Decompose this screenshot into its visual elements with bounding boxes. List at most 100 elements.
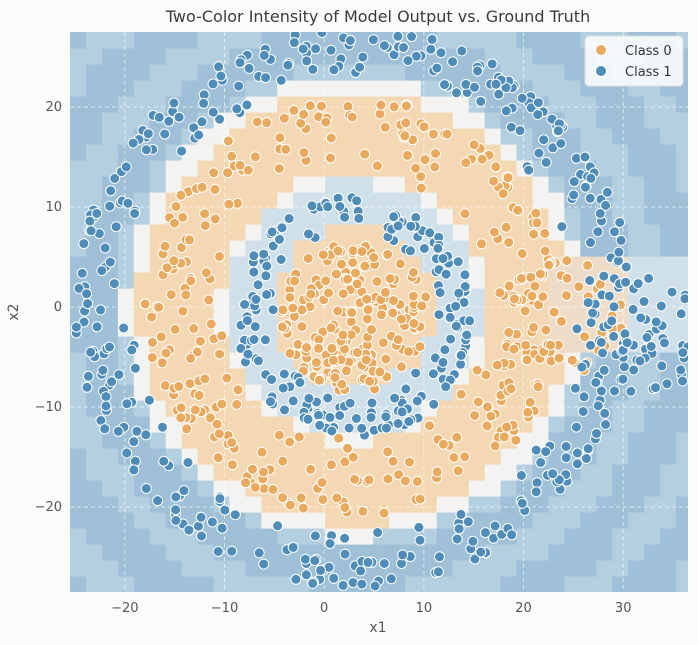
heatmap-cell xyxy=(564,576,581,592)
heatmap-cell xyxy=(70,96,87,113)
heatmap-cell xyxy=(341,128,358,145)
heatmap-cell xyxy=(229,64,247,81)
point-class-1 xyxy=(439,79,450,91)
heatmap-cell xyxy=(373,192,390,209)
heatmap-cell xyxy=(532,416,550,433)
point-class-1 xyxy=(339,548,351,560)
heatmap-cell xyxy=(500,560,518,577)
point-class-1 xyxy=(152,495,164,507)
point-class-0 xyxy=(323,287,334,299)
point-class-0 xyxy=(327,354,339,366)
point-class-1 xyxy=(603,290,615,302)
heatmap-cell xyxy=(564,240,581,257)
heatmap-cell xyxy=(484,272,502,289)
point-class-1 xyxy=(267,240,279,252)
point-class-1 xyxy=(353,212,365,224)
heatmap-cell xyxy=(117,528,135,545)
heatmap-cell xyxy=(101,96,119,113)
point-class-0 xyxy=(339,502,351,514)
point-class-1 xyxy=(275,74,287,86)
point-class-0 xyxy=(530,207,542,219)
point-class-1 xyxy=(105,185,117,197)
point-class-0 xyxy=(177,305,189,317)
point-class-0 xyxy=(545,339,557,351)
point-class-1 xyxy=(357,51,369,63)
point-class-1 xyxy=(592,226,604,238)
point-class-1 xyxy=(587,307,599,319)
heatmap-cell xyxy=(660,112,677,129)
point-class-1 xyxy=(392,418,404,429)
heatmap-cell xyxy=(452,64,470,81)
point-class-1 xyxy=(598,364,610,376)
point-class-0 xyxy=(267,484,279,495)
heatmap-cell xyxy=(325,176,342,193)
heatmap-cell xyxy=(580,576,597,592)
point-class-0 xyxy=(399,130,411,142)
point-class-1 xyxy=(234,57,246,69)
point-class-1 xyxy=(414,534,426,546)
heatmap-cell xyxy=(181,96,199,113)
heatmap-cell xyxy=(229,560,247,577)
point-class-1 xyxy=(214,493,226,505)
point-class-0 xyxy=(247,463,258,475)
point-class-0 xyxy=(368,252,380,263)
heatmap-cell xyxy=(532,576,550,592)
heatmap-cell xyxy=(229,224,247,241)
point-class-1 xyxy=(158,455,170,467)
heatmap-cell xyxy=(532,64,550,81)
point-class-0 xyxy=(342,100,354,112)
heatmap-cell xyxy=(548,368,565,385)
heatmap-cell xyxy=(404,192,422,209)
point-class-1 xyxy=(600,419,612,430)
heatmap-cell xyxy=(420,96,438,113)
heatmap-cell xyxy=(484,448,502,465)
heatmap-cell xyxy=(70,80,87,97)
heatmap-cell xyxy=(133,576,151,592)
heatmap-cell xyxy=(213,528,231,545)
heatmap-cell xyxy=(229,496,247,513)
heatmap-cell xyxy=(580,544,597,561)
point-class-0 xyxy=(379,286,391,298)
x-axis-label: x1 xyxy=(369,620,386,636)
heatmap-cell xyxy=(628,192,645,209)
heatmap-cell xyxy=(85,112,103,129)
heatmap-cell xyxy=(644,128,661,145)
point-class-1 xyxy=(650,316,662,328)
point-class-0 xyxy=(419,154,431,166)
heatmap-cell xyxy=(101,128,119,145)
heatmap-cell xyxy=(101,432,119,449)
point-class-0 xyxy=(211,418,223,430)
heatmap-cell xyxy=(229,528,247,545)
point-class-0 xyxy=(566,354,578,366)
heatmap-cell xyxy=(325,224,342,241)
point-class-0 xyxy=(336,258,347,270)
point-class-0 xyxy=(333,432,345,444)
heatmap-cell xyxy=(357,528,374,545)
heatmap-cell xyxy=(420,448,438,465)
heatmap-cell xyxy=(181,496,199,513)
heatmap-cell xyxy=(580,560,597,577)
heatmap-cell xyxy=(532,496,550,513)
point-class-0 xyxy=(393,469,405,481)
heatmap-cell xyxy=(181,544,199,561)
point-class-1 xyxy=(434,287,446,299)
point-class-1 xyxy=(182,457,194,468)
point-class-0 xyxy=(553,352,565,364)
point-class-0 xyxy=(209,183,221,195)
heatmap-cell xyxy=(564,224,581,241)
heatmap-cell xyxy=(101,320,119,337)
heatmap-cell xyxy=(373,144,390,161)
heatmap-cell xyxy=(676,400,688,417)
point-class-0 xyxy=(375,99,387,111)
heatmap-cell xyxy=(85,128,103,145)
point-class-1 xyxy=(440,268,452,280)
heatmap-cell xyxy=(548,528,565,545)
point-class-0 xyxy=(402,149,413,161)
point-class-0 xyxy=(185,275,197,287)
heatmap-cell xyxy=(85,80,103,97)
point-class-0 xyxy=(497,188,509,200)
heatmap-cell xyxy=(596,128,613,145)
heatmap-cell xyxy=(420,544,438,561)
heatmap-cell xyxy=(532,176,550,193)
point-class-1 xyxy=(506,529,518,541)
